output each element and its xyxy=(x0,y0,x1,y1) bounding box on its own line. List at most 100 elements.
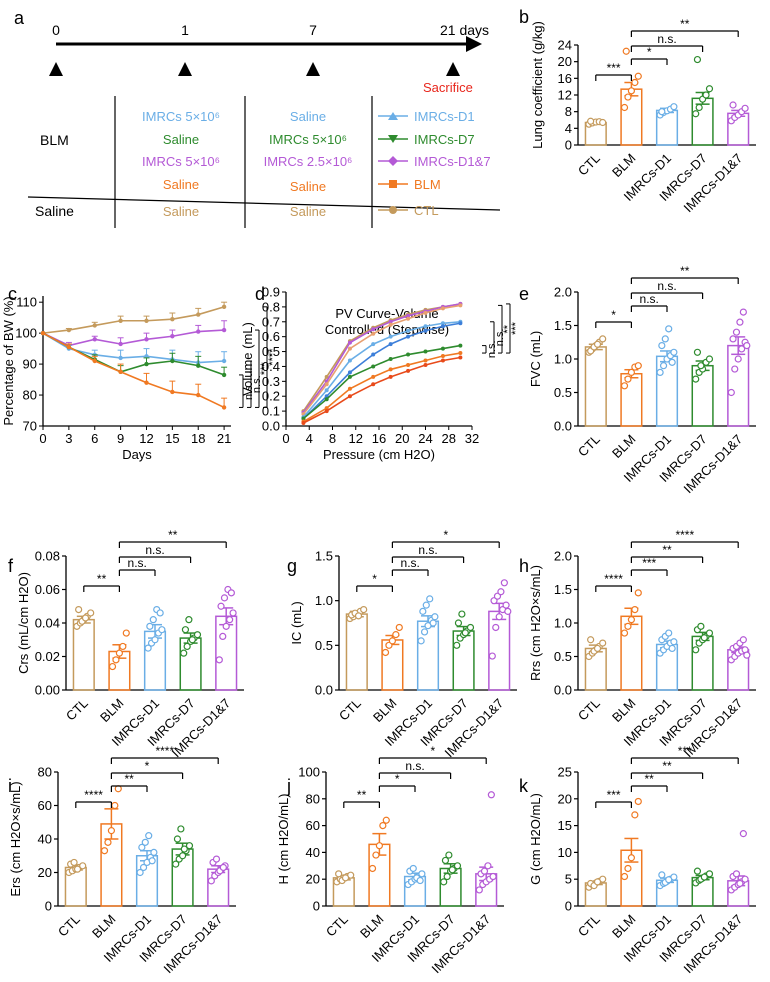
y-tick-label: 80 xyxy=(306,791,320,806)
data-point xyxy=(431,613,439,621)
timeline-tick-label: 1 xyxy=(181,22,189,38)
x-tick-label: CTL xyxy=(575,432,603,460)
series-point xyxy=(423,358,428,363)
data-point xyxy=(409,864,417,873)
x-tick-label: BLM xyxy=(97,696,127,726)
data-point xyxy=(107,827,116,835)
legend-item-d17: IMRCs-D1&7 xyxy=(378,154,491,169)
significance-label: n.s. xyxy=(145,543,164,557)
data-point xyxy=(620,872,629,881)
y-tick-label: 100 xyxy=(15,326,37,341)
significance-label: *** xyxy=(607,788,621,802)
significance-label: n.s. xyxy=(128,556,147,570)
data-point xyxy=(634,362,642,370)
y-tick-label: 0 xyxy=(565,138,572,153)
significance-label: *** xyxy=(642,556,656,570)
data-point xyxy=(627,87,636,95)
data-point xyxy=(381,648,390,657)
data-point xyxy=(593,878,602,886)
y-tick-label: 0 xyxy=(565,899,572,914)
series-point xyxy=(423,328,428,333)
data-point xyxy=(368,864,377,873)
y-tick-label: 0.5 xyxy=(262,344,280,359)
data-point xyxy=(736,318,744,326)
data-point xyxy=(495,613,503,621)
data-point xyxy=(219,863,227,872)
x-tick-label: 28 xyxy=(442,431,456,446)
series-point xyxy=(371,327,376,332)
series-line xyxy=(42,332,225,409)
data-point xyxy=(458,610,466,618)
series-point xyxy=(66,344,72,350)
data-point xyxy=(488,652,496,660)
timeline-arrow-icon xyxy=(466,36,482,52)
series-point xyxy=(92,323,97,328)
data-point xyxy=(453,641,461,649)
y-tick-label: 0.4 xyxy=(262,359,280,374)
series-point xyxy=(144,337,149,342)
series-point xyxy=(40,330,46,336)
data-point xyxy=(150,848,158,857)
series-point xyxy=(301,421,306,426)
data-point xyxy=(693,55,702,64)
data-point xyxy=(634,72,642,80)
significance-label: n.s. xyxy=(486,340,498,358)
series-point xyxy=(196,329,201,334)
y-tick-label: 10 xyxy=(558,845,572,860)
data-point xyxy=(354,612,363,620)
data-point xyxy=(734,355,742,363)
data-point xyxy=(697,622,705,630)
y-tick-label: 0.00 xyxy=(35,683,60,698)
row-saline-label: Saline xyxy=(35,203,74,219)
data-point xyxy=(656,368,664,376)
x-tick-label: CTL xyxy=(63,696,91,724)
data-point xyxy=(631,811,639,819)
triangle-up-icon xyxy=(388,112,398,120)
x-tick-label: BLM xyxy=(609,151,639,181)
data-point xyxy=(372,851,380,859)
data-point xyxy=(659,362,668,370)
data-point xyxy=(212,855,221,863)
significance-label: ** xyxy=(662,543,672,557)
data-point xyxy=(227,589,235,597)
panel-letter-b: b xyxy=(519,7,529,27)
x-axis-label: Pressure (cm H2O) xyxy=(323,447,435,462)
y-tick-label: 20 xyxy=(558,791,572,806)
significance-label: *** xyxy=(510,321,522,335)
series-point xyxy=(118,355,123,361)
x-tick-label: 16 xyxy=(372,431,386,446)
data-point xyxy=(620,382,629,390)
square-icon xyxy=(389,180,397,188)
x-tick-label: 6 xyxy=(91,431,98,446)
significance-label: * xyxy=(611,308,616,322)
y-tick-label: 40 xyxy=(306,845,320,860)
data-point xyxy=(375,842,383,850)
bar xyxy=(488,610,511,691)
series-point xyxy=(406,334,411,339)
bar xyxy=(691,635,714,691)
series-point xyxy=(347,394,352,399)
data-point xyxy=(114,785,122,793)
y-tick-label: 25 xyxy=(558,765,572,780)
series-point xyxy=(458,355,463,360)
data-point xyxy=(70,858,78,867)
saline-row-day1: Saline xyxy=(163,204,199,219)
data-point xyxy=(226,616,234,624)
data-point xyxy=(146,622,154,630)
y-tick-label: 0.0 xyxy=(554,419,572,434)
significance-label: **** xyxy=(267,348,279,366)
series-point xyxy=(170,317,175,322)
data-point xyxy=(599,639,607,647)
data-point xyxy=(418,870,426,878)
circle-icon xyxy=(389,206,397,214)
data-point xyxy=(441,856,450,865)
table-divider xyxy=(27,196,501,211)
y-axis-label: Ers (cm H2O×s/mL) xyxy=(8,781,23,896)
series-point xyxy=(144,318,149,323)
y-axis-label: Percentage of BW (%) xyxy=(1,296,16,425)
significance-label: * xyxy=(395,772,400,786)
y-tick-label: 15 xyxy=(558,818,572,833)
